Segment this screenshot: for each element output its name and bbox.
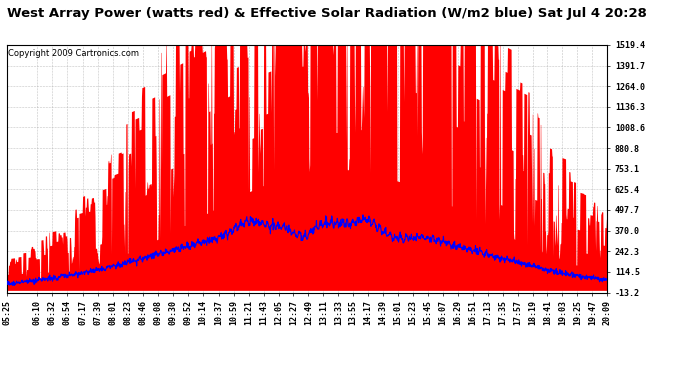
Text: West Array Power (watts red) & Effective Solar Radiation (W/m2 blue) Sat Jul 4 2: West Array Power (watts red) & Effective… [7, 8, 647, 21]
Text: Copyright 2009 Cartronics.com: Copyright 2009 Cartronics.com [8, 49, 139, 58]
